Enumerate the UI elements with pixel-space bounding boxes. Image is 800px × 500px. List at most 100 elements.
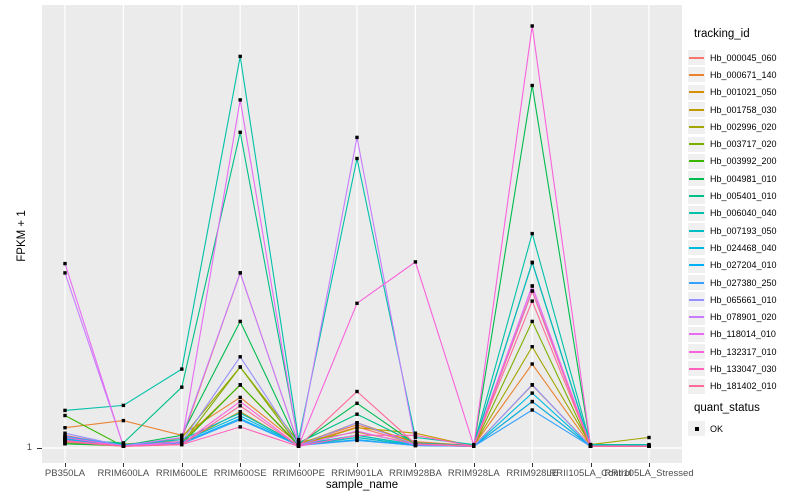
point-Hb_132317_010-RRIM928BA	[413, 260, 418, 264]
x-tick-mark-PB350LA	[65, 463, 66, 467]
legend-row-Hb_181402_010: Hb_181402_010	[688, 378, 777, 395]
x-tick-label-RRIM928BA: RRIM928BA	[388, 468, 442, 479]
legend-key-box	[688, 309, 705, 325]
x-tick-label-RRIM600LA: RRIM600LA	[97, 468, 150, 479]
legend-line-sample-icon	[689, 56, 704, 59]
point-Hb_003717_020-RRIM600SE	[238, 365, 242, 369]
point-Hb_006040_040-RRIM600PE	[296, 437, 301, 442]
x-tick-mark-RRIM928BA	[415, 463, 417, 467]
legend-key-box	[688, 361, 705, 377]
legend-title-quant-status: quant_status	[694, 402, 760, 414]
legend-line-sample-icon	[689, 73, 704, 76]
point-Hb_065661_010-PB350LA	[63, 431, 67, 435]
legend-key-box	[688, 275, 705, 290]
legend-row-Hb_000671_140: Hb_000671_140	[688, 66, 777, 83]
x-axis-title: sample_name	[325, 479, 399, 491]
legend-line-sample-icon	[689, 367, 704, 370]
legend-row-Hb_027204_010: Hb_027204_010	[688, 257, 777, 274]
point-Hb_000671_140-RRIM600SE	[238, 395, 242, 400]
legend-line-sample-icon	[689, 160, 704, 163]
legend-line-sample-icon	[689, 212, 704, 215]
legend-key-box	[688, 223, 705, 239]
legend-label: Hb_118014_010	[710, 329, 776, 340]
legend-label: Hb_007193_050	[710, 225, 777, 236]
point-Hb_005401_010-RRIM600SE	[238, 130, 242, 134]
legend-line-sample-icon	[689, 125, 704, 128]
x-tick-label-RRII105LA_Control: RRII105LA_Control	[549, 468, 632, 479]
point-Hb_006040_040-RRIM600SE	[238, 54, 242, 59]
point-Hb_065661_010-RRIM600SE	[238, 355, 242, 359]
point-Hb_007193_050-RRIM600LE	[180, 437, 184, 442]
point-Hb_181402_010-PB350LA	[63, 440, 67, 444]
black-square-point-icon	[694, 426, 699, 431]
x-tick-label-RRIM901LA: RRIM901LA	[331, 468, 383, 479]
legend-label: Hb_005401_010	[710, 191, 777, 202]
legend-key-box	[688, 344, 705, 360]
point-Hb_078901_020-RRIM901LA	[355, 135, 359, 140]
legend-row-Hb_002996_020: Hb_002996_020	[688, 118, 777, 135]
legend-key-box	[688, 171, 705, 187]
legend-row-Hb_003717_020: Hb_003717_020	[688, 135, 777, 152]
point-Hb_002996_020-RRIM928LE	[530, 345, 534, 349]
legend-label: Hb_000671_140	[710, 69, 777, 80]
legend-row-Hb_005401_010: Hb_005401_010	[688, 187, 777, 204]
point-Hb_001758_030-RRIM901LA	[355, 426, 359, 430]
legend-line-sample-icon	[689, 91, 704, 94]
point-Hb_181402_010-RRIM600SE	[238, 404, 242, 408]
gridlines	[42, 5, 682, 463]
legend-label: Hb_181402_010	[710, 381, 777, 392]
point-Hb_004981_010-RRIM600SE	[238, 319, 242, 324]
data-points	[63, 24, 651, 448]
x-tick-label-RRIM600SE: RRIM600SE	[213, 468, 267, 479]
legend-line-sample-icon	[689, 281, 704, 284]
point-Hb_181402_010-RRIM600LE	[180, 442, 184, 447]
legend-label: Hb_133047_030	[710, 363, 777, 374]
point-Hb_027204_010-RRIM928LE	[530, 399, 534, 404]
point-Hb_181402_010-RRIM928LA	[472, 444, 476, 448]
legend-line-sample-icon	[689, 385, 704, 388]
x-tick-mark-RRII105LA_Stressed	[649, 463, 650, 467]
point-Hb_000671_140-RRIM928LE	[530, 362, 534, 366]
legend-label: Hb_003992_200	[710, 156, 777, 167]
point-Hb_000671_140-RRIM901LA	[355, 423, 359, 427]
point-Hb_118014_010-PB350LA	[63, 261, 67, 266]
point-Hb_006040_040-RRIM928BA	[413, 435, 418, 440]
legend-key-box	[688, 205, 705, 221]
legend-line-sample-icon	[689, 143, 704, 146]
point-Hb_078901_020-RRIM600SE	[238, 271, 242, 275]
legend-key-box	[688, 378, 705, 394]
legend-row-Hb_027380_250: Hb_027380_250	[688, 274, 777, 291]
point-Hb_065661_010-RRIM901LA	[355, 421, 359, 425]
x-tick-label-RRIM928LE: RRIM928LE	[506, 468, 559, 479]
y-tick-mark	[37, 448, 42, 449]
legend-row-Hb_001021_050: Hb_001021_050	[688, 84, 777, 101]
x-tick-label-PB350LA: PB350LA	[44, 468, 86, 479]
legend-row-Hb_024468_040: Hb_024468_040	[688, 239, 777, 256]
point-Hb_133047_030-RRIM928BA	[413, 433, 418, 437]
legend-line-sample-icon	[689, 108, 704, 111]
legend-label: Hb_000045_060	[710, 52, 777, 63]
legend-row-Hb_000045_060: Hb_000045_060	[688, 49, 777, 66]
y-axis-title: FPKM + 1	[16, 210, 28, 262]
legend-line-sample-icon	[689, 177, 704, 180]
legend-label: Hb_001758_030	[710, 104, 777, 115]
point-Hb_181402_010-RRIM600PE	[296, 444, 301, 448]
legend-label: Hb_078901_020	[710, 312, 777, 323]
legend-row-quant-ok: OK	[688, 420, 723, 437]
legend-key-box	[688, 257, 705, 273]
point-Hb_005401_010-RRIM901LA	[355, 412, 359, 416]
point-Hb_078901_020-PB350LA	[63, 271, 67, 275]
legend-label: Hb_002996_020	[710, 121, 777, 132]
legend-label: Hb_065661_010	[710, 294, 777, 305]
legend-label: Hb_132317_010	[710, 346, 777, 357]
legend-key-box	[688, 326, 705, 342]
point-Hb_004981_010-RRIM600LE	[180, 433, 184, 437]
point-Hb_024468_040-RRIM901LA	[355, 435, 359, 440]
point-Hb_007193_050-RRIM600SE	[238, 411, 242, 415]
x-tick-mark-RRII105LA_Control	[590, 463, 592, 467]
legend-row-Hb_004981_010: Hb_004981_010	[688, 170, 777, 187]
legend-key-box	[688, 119, 705, 135]
legend-label: Hb_004981_010	[710, 173, 777, 184]
x-tick-mark-RRIM928LE	[532, 463, 534, 467]
point-Hb_181402_010-RRIM928BA	[413, 442, 418, 446]
